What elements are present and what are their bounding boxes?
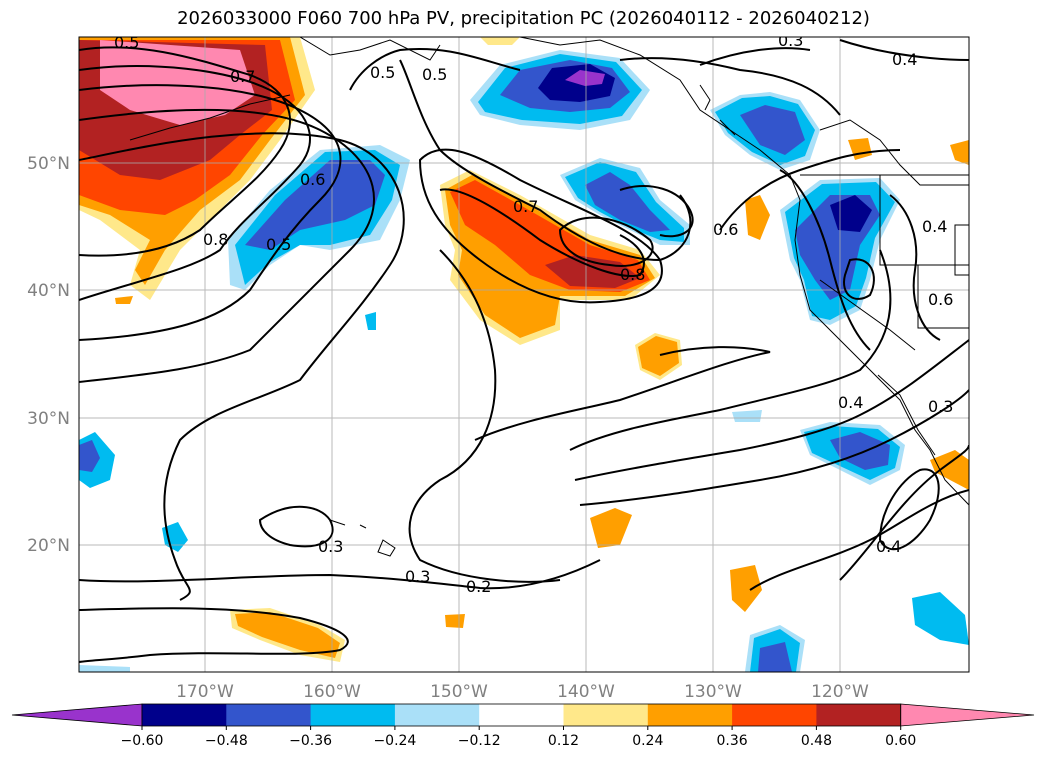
contour-label: 0.6 [713,220,738,239]
contour-label: 0.6 [928,290,953,309]
colorbar-label: −0.24 [373,733,416,749]
colorbar: −0.60 −0.48 −0.36 −0.24 −0.12 0.12 0.24 0.36 0.4… [11,703,1035,749]
colorbar-label: 0.48 [801,733,832,749]
contour-label: 0.4 [876,537,901,556]
colorbar-label: −0.60 [121,733,164,749]
map-title: 2026033000 F060 700 hPa PV, precipitatio… [177,8,870,29]
map-panel: 0.5 0.7 0.5 0.5 0.3 0.4 0.6 0.8 0.5 0.7 … [79,31,969,672]
contour-label: 0.8 [203,230,228,249]
contour-label: 0.4 [922,217,947,236]
longitude-labels: 170°W 160°W 150°W 140°W 130°W 120°W [176,682,869,702]
colorbar-swatch [142,704,227,726]
contour-label: 0.6 [300,170,325,189]
colorbar-label: −0.36 [289,733,332,749]
colorbar-swatch [479,704,564,726]
colorbar-swatch [816,704,902,726]
contour-label: 0.4 [838,393,863,412]
contour-labels: 0.5 0.7 0.5 0.5 0.3 0.4 0.6 0.8 0.5 0.7 … [114,31,953,596]
coastlines [129,37,969,557]
lon-label: 160°W [303,682,361,702]
contour-label: 0.7 [230,67,255,86]
colorbar-extend-max [900,703,1035,727]
colorbar-outline [141,703,902,727]
lat-label: 20°N [27,536,70,556]
contour-label: 0.3 [405,567,430,586]
contour-label: 0.5 [266,235,291,254]
colorbar-extend-min [11,703,143,727]
colorbar-label: 0.60 [885,733,916,749]
colorbar-swatch [563,704,649,726]
colorbar-swatch [310,704,396,726]
lon-label: 150°W [430,682,488,702]
pv-contours [79,39,969,663]
lon-label: 130°W [684,682,742,702]
map-frame [78,36,970,673]
contour-label: 0.5 [370,63,395,82]
lat-label: 50°N [27,154,70,174]
lon-label: 140°W [557,682,615,702]
contour-label: 0.3 [778,31,803,50]
colorbar-swatch [394,704,480,726]
colorbar-swatch [226,704,312,726]
contour-label: 0.3 [928,397,953,416]
colorbar-swatch [732,704,817,726]
lon-label: 120°W [811,682,869,702]
contour-label: 0.3 [318,537,343,556]
contour-label: 0.2 [466,577,491,596]
colorbar-label: −0.48 [205,733,248,749]
colorbar-label: 0.12 [548,733,579,749]
lat-label: 30°N [27,409,70,429]
lon-label: 170°W [176,682,234,702]
contour-label: 0.8 [620,265,645,284]
colorbar-label: 0.24 [632,733,663,749]
contour-label: 0.7 [513,197,538,216]
latitude-labels: 50°N 40°N 30°N 20°N [27,154,70,556]
colorbar-label: 0.36 [717,733,748,749]
contour-label: 0.4 [892,50,917,69]
colorbar-swatch [647,704,733,726]
contour-label: 0.5 [114,33,139,52]
colorbar-label: −0.12 [458,733,501,749]
contour-label: 0.5 [422,65,447,84]
lat-label: 40°N [27,281,70,301]
